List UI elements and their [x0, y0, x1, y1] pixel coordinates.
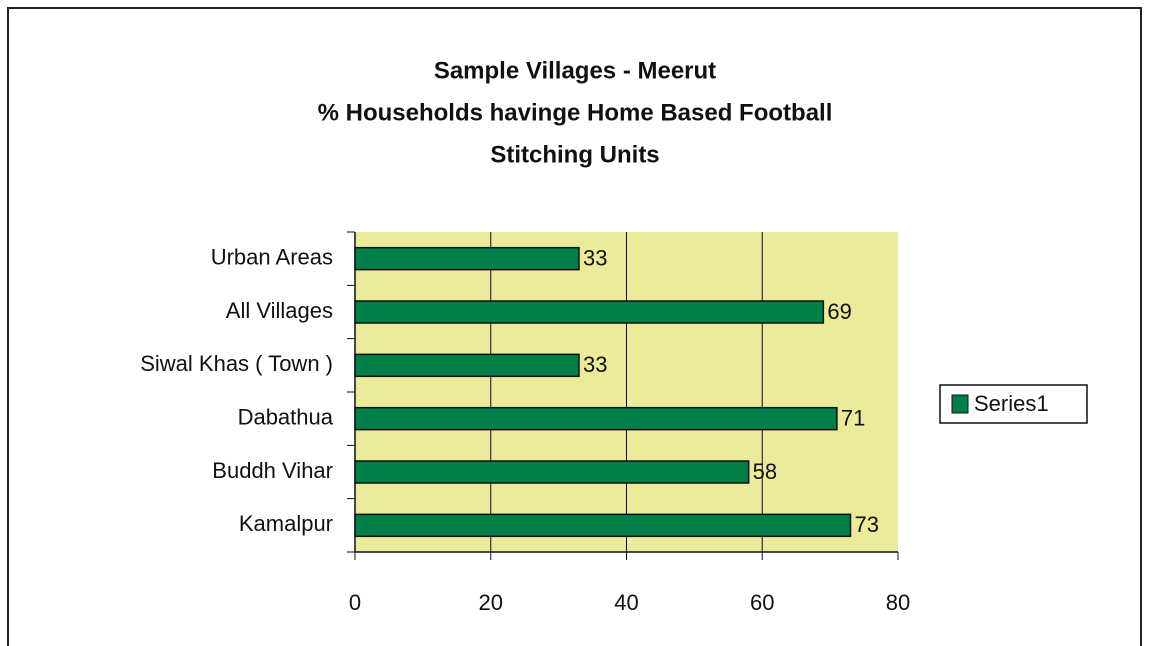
- bar: [354, 246, 580, 271]
- bar: [354, 300, 825, 324]
- bar: [354, 353, 580, 378]
- y-tick-label: All Villages: [226, 298, 333, 323]
- x-tick-label: 80: [886, 590, 910, 615]
- data-label: 71: [841, 405, 865, 430]
- y-tick-label: Urban Areas: [211, 244, 333, 269]
- data-label: 58: [753, 459, 777, 484]
- y-tick-label: Dabathua: [238, 404, 334, 429]
- bar: [354, 513, 852, 538]
- x-tick-label: 20: [479, 590, 503, 615]
- bar: [354, 406, 838, 431]
- data-label: 33: [583, 245, 607, 270]
- frame: [7, 7, 1142, 646]
- y-tick-label: Siwal Khas ( Town ): [140, 351, 333, 376]
- y-tick-label: Buddh Vihar: [212, 458, 333, 483]
- data-label: 69: [827, 299, 851, 324]
- x-tick-label: 40: [614, 590, 638, 615]
- bar: [354, 460, 750, 484]
- chart-title: % Households havinge Home Based Football: [318, 99, 833, 126]
- x-tick-label: 0: [349, 590, 361, 615]
- data-label: 33: [583, 352, 607, 377]
- chart-title: Stitching Units: [490, 141, 659, 168]
- data-label: 73: [854, 512, 878, 537]
- legend-label: Series1: [974, 391, 1049, 416]
- chart-title: Sample Villages - Meerut: [434, 57, 716, 84]
- x-tick-label: 60: [750, 590, 774, 615]
- legend-swatch: [951, 394, 969, 414]
- y-tick-label: Kamalpur: [239, 511, 333, 536]
